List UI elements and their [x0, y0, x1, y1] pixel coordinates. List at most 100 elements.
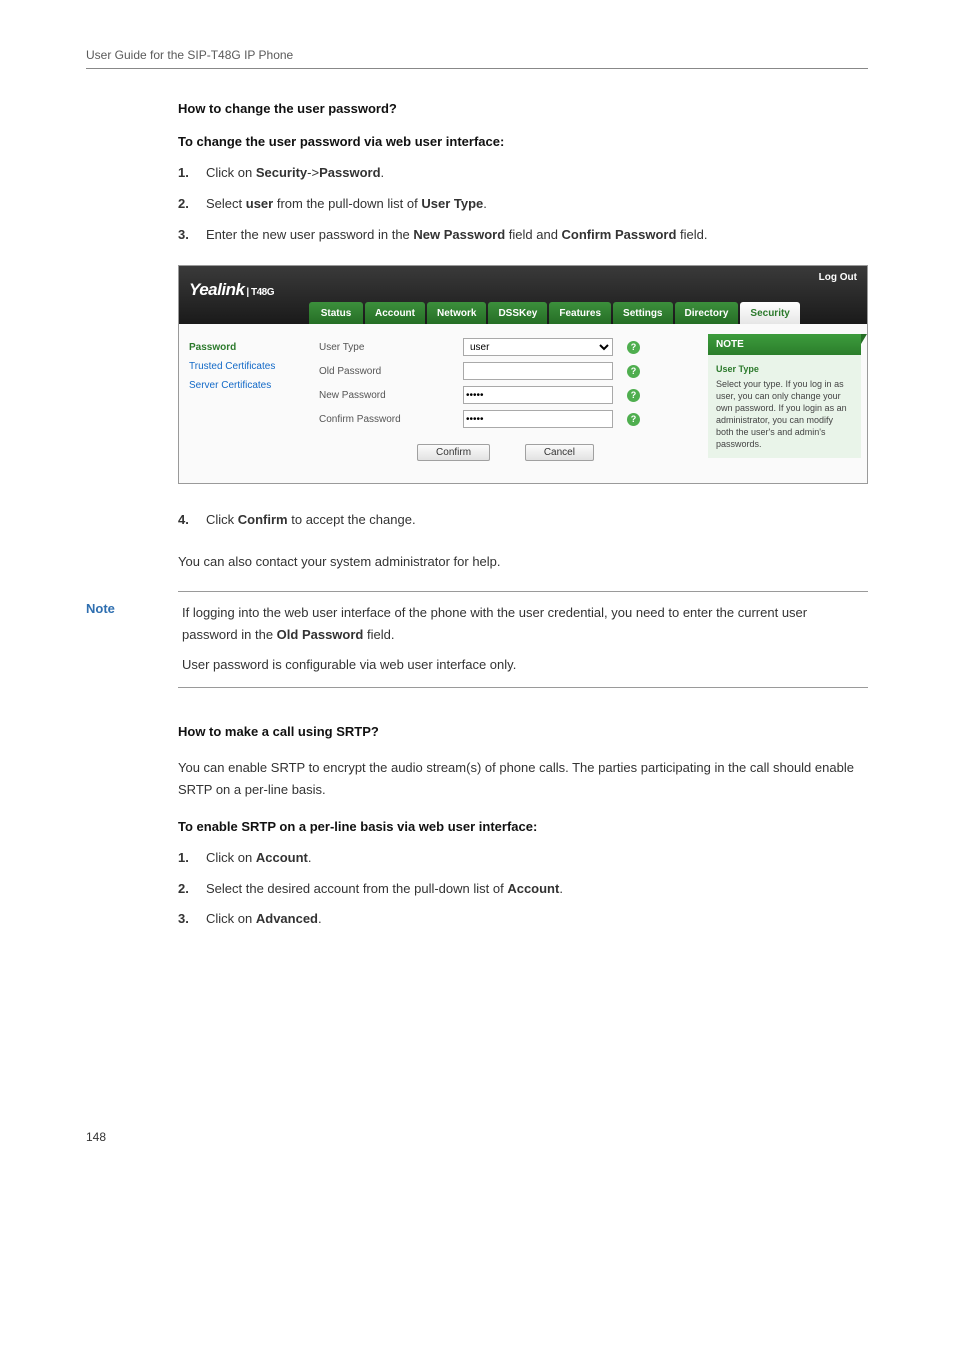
step-text: .: [559, 881, 563, 896]
step-text: Click: [206, 512, 238, 527]
step-text: from the pull-down list of: [273, 196, 421, 211]
note-text: field.: [363, 627, 394, 642]
step-3: 3. Enter the new user password in the Ne…: [178, 225, 868, 246]
help-icon[interactable]: ?: [627, 365, 640, 378]
label-confirm-password: Confirm Password: [319, 414, 449, 425]
sidebar-item-server-certificates[interactable]: Server Certificates: [185, 376, 303, 395]
step-text: .: [308, 850, 312, 865]
step-number: 1.: [178, 848, 189, 869]
step-text: field.: [676, 227, 707, 242]
step-number: 4.: [178, 510, 189, 531]
note-bold: Old Password: [277, 627, 364, 642]
tab-security[interactable]: Security: [740, 302, 799, 324]
page-number: 148: [86, 1130, 868, 1144]
section-body: You can enable SRTP to encrypt the audio…: [178, 757, 868, 801]
logo-text: Yealink: [189, 280, 244, 299]
note-paragraph-1: If logging into the web user interface o…: [182, 602, 864, 646]
note-panel-text: Select your type. If you log in as user,…: [716, 379, 847, 450]
input-old-password[interactable]: [463, 362, 613, 380]
note-callout: Note If logging into the web user interf…: [86, 591, 868, 687]
sidebar-item-password[interactable]: Password: [185, 338, 303, 357]
label-user-type: User Type: [319, 342, 449, 353]
steps-list: 1. Click on Security->Password. 2. Selec…: [178, 163, 868, 245]
step-text: .: [381, 165, 385, 180]
screenshot-header: Log Out Yealink| T48G Status Account Net…: [179, 266, 867, 324]
step-text: Select the desired account from the pull…: [206, 881, 507, 896]
step-bold: Confirm Password: [562, 227, 677, 242]
step-bold: Account: [256, 850, 308, 865]
cancel-button[interactable]: Cancel: [525, 444, 594, 461]
procedure-heading: To change the user password via web user…: [178, 134, 868, 149]
step-text: Select: [206, 196, 246, 211]
note-label: Note: [86, 591, 178, 687]
note-panel-body: User Type Select your type. If you log i…: [708, 355, 861, 458]
section-change-password: How to change the user password? To chan…: [178, 101, 868, 573]
running-header: User Guide for the SIP-T48G IP Phone: [86, 48, 868, 69]
screenshot-form: User Type user ? Old Password ? New Pass…: [309, 324, 702, 483]
steps-list-srtp: 1. Click on Account. 2. Select the desir…: [178, 848, 868, 930]
section-srtp: How to make a call using SRTP? You can e…: [178, 724, 868, 931]
sidebar-item-trusted-certificates[interactable]: Trusted Certificates: [185, 357, 303, 376]
step-bold: User Type: [421, 196, 483, 211]
question-heading: How to make a call using SRTP?: [178, 724, 868, 739]
note-panel-title: NOTE: [708, 334, 861, 355]
step-bold: Confirm: [238, 512, 288, 527]
tab-dsskey[interactable]: DSSKey: [488, 302, 547, 324]
row-old-password: Old Password ?: [319, 362, 692, 380]
tab-settings[interactable]: Settings: [613, 302, 672, 324]
confirm-button[interactable]: Confirm: [417, 444, 490, 461]
step-bold: user: [246, 196, 273, 211]
step-text: field and: [505, 227, 561, 242]
tab-account[interactable]: Account: [365, 302, 425, 324]
step-text: Click on: [206, 165, 256, 180]
steps-list-cont: 4. Click Confirm to accept the change.: [178, 510, 868, 531]
input-new-password[interactable]: [463, 386, 613, 404]
row-confirm-password: Confirm Password ?: [319, 410, 692, 428]
form-buttons: Confirm Cancel: [319, 434, 692, 473]
label-new-password: New Password: [319, 390, 449, 401]
input-confirm-password[interactable]: [463, 410, 613, 428]
question-heading: How to change the user password?: [178, 101, 868, 116]
help-icon[interactable]: ?: [627, 389, 640, 402]
nav-tabs: Status Account Network DSSKey Features S…: [309, 302, 800, 324]
step-1: 1. Click on Security->Password.: [178, 163, 868, 184]
step-bold: New Password: [413, 227, 505, 242]
help-icon[interactable]: ?: [627, 341, 640, 354]
select-user-type[interactable]: user: [463, 338, 613, 356]
row-user-type: User Type user ?: [319, 338, 692, 356]
step-number: 1.: [178, 163, 189, 184]
note-body: If logging into the web user interface o…: [178, 591, 868, 687]
step-number: 2.: [178, 879, 189, 900]
step-3: 3. Click on Advanced.: [178, 909, 868, 930]
step-text: Enter the new user password in the: [206, 227, 413, 242]
tab-status[interactable]: Status: [309, 302, 363, 324]
step-text: ->: [307, 165, 319, 180]
logo-model: | T48G: [246, 287, 274, 298]
document-page: User Guide for the SIP-T48G IP Phone How…: [0, 0, 954, 1184]
step-bold: Password: [319, 165, 380, 180]
step-bold: Account: [507, 881, 559, 896]
step-bold: Security: [256, 165, 307, 180]
step-2: 2. Select user from the pull-down list o…: [178, 194, 868, 215]
step-number: 2.: [178, 194, 189, 215]
step-2: 2. Select the desired account from the p…: [178, 879, 868, 900]
tab-features[interactable]: Features: [549, 302, 611, 324]
screenshot-sidebar: Password Trusted Certificates Server Cer…: [179, 324, 309, 483]
step-text: .: [318, 911, 322, 926]
screenshot-body: Password Trusted Certificates Server Cer…: [179, 324, 867, 483]
step-number: 3.: [178, 909, 189, 930]
brand-logo: Yealink| T48G: [189, 280, 274, 300]
step-4: 4. Click Confirm to accept the change.: [178, 510, 868, 531]
step-number: 3.: [178, 225, 189, 246]
embedded-screenshot: Log Out Yealink| T48G Status Account Net…: [178, 265, 868, 484]
step-text: .: [483, 196, 487, 211]
label-old-password: Old Password: [319, 366, 449, 377]
note-panel-subtitle: User Type: [716, 363, 853, 375]
help-icon[interactable]: ?: [627, 413, 640, 426]
step-text: to accept the change.: [288, 512, 416, 527]
step-text: Click on: [206, 850, 256, 865]
tab-directory[interactable]: Directory: [675, 302, 739, 324]
logout-link[interactable]: Log Out: [819, 272, 857, 283]
procedure-heading: To enable SRTP on a per-line basis via w…: [178, 819, 868, 834]
tab-network[interactable]: Network: [427, 302, 486, 324]
